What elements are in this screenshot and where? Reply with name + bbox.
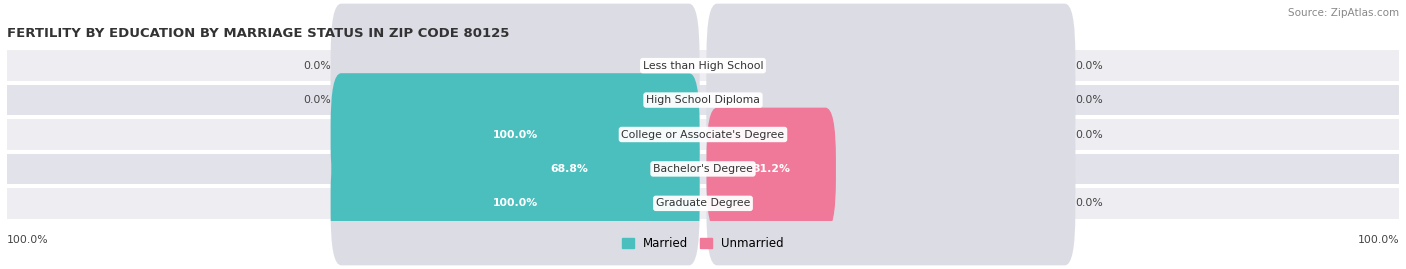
Text: 100.0%: 100.0% <box>7 235 49 245</box>
FancyBboxPatch shape <box>706 73 1076 196</box>
Text: 0.0%: 0.0% <box>302 95 330 105</box>
Text: Less than High School: Less than High School <box>643 61 763 71</box>
Text: 0.0%: 0.0% <box>1076 61 1104 71</box>
Legend: Married, Unmarried: Married, Unmarried <box>620 235 786 253</box>
Text: 0.0%: 0.0% <box>302 61 330 71</box>
FancyBboxPatch shape <box>330 107 700 231</box>
Text: 68.8%: 68.8% <box>550 164 588 174</box>
Text: 100.0%: 100.0% <box>1357 235 1399 245</box>
Text: High School Diploma: High School Diploma <box>647 95 759 105</box>
Text: Bachelor's Degree: Bachelor's Degree <box>652 164 754 174</box>
FancyBboxPatch shape <box>706 107 1076 231</box>
FancyBboxPatch shape <box>330 4 700 128</box>
Text: FERTILITY BY EDUCATION BY MARRIAGE STATUS IN ZIP CODE 80125: FERTILITY BY EDUCATION BY MARRIAGE STATU… <box>7 27 509 40</box>
Text: 0.0%: 0.0% <box>1076 198 1104 208</box>
FancyBboxPatch shape <box>706 108 837 230</box>
Text: Source: ZipAtlas.com: Source: ZipAtlas.com <box>1288 8 1399 18</box>
FancyBboxPatch shape <box>330 73 700 196</box>
FancyBboxPatch shape <box>706 4 1076 128</box>
Text: 100.0%: 100.0% <box>492 198 537 208</box>
FancyBboxPatch shape <box>7 85 1399 115</box>
FancyBboxPatch shape <box>330 141 700 265</box>
Text: College or Associate's Degree: College or Associate's Degree <box>621 129 785 140</box>
Text: 31.2%: 31.2% <box>752 164 790 174</box>
Text: Graduate Degree: Graduate Degree <box>655 198 751 208</box>
Text: 0.0%: 0.0% <box>1076 129 1104 140</box>
FancyBboxPatch shape <box>330 142 700 265</box>
FancyBboxPatch shape <box>7 119 1399 150</box>
Text: 0.0%: 0.0% <box>1076 95 1104 105</box>
FancyBboxPatch shape <box>7 154 1399 184</box>
FancyBboxPatch shape <box>706 38 1076 162</box>
FancyBboxPatch shape <box>7 51 1399 81</box>
FancyBboxPatch shape <box>7 188 1399 218</box>
FancyBboxPatch shape <box>439 108 700 230</box>
FancyBboxPatch shape <box>330 38 700 162</box>
FancyBboxPatch shape <box>706 141 1076 265</box>
FancyBboxPatch shape <box>330 73 700 196</box>
Text: 100.0%: 100.0% <box>492 129 537 140</box>
